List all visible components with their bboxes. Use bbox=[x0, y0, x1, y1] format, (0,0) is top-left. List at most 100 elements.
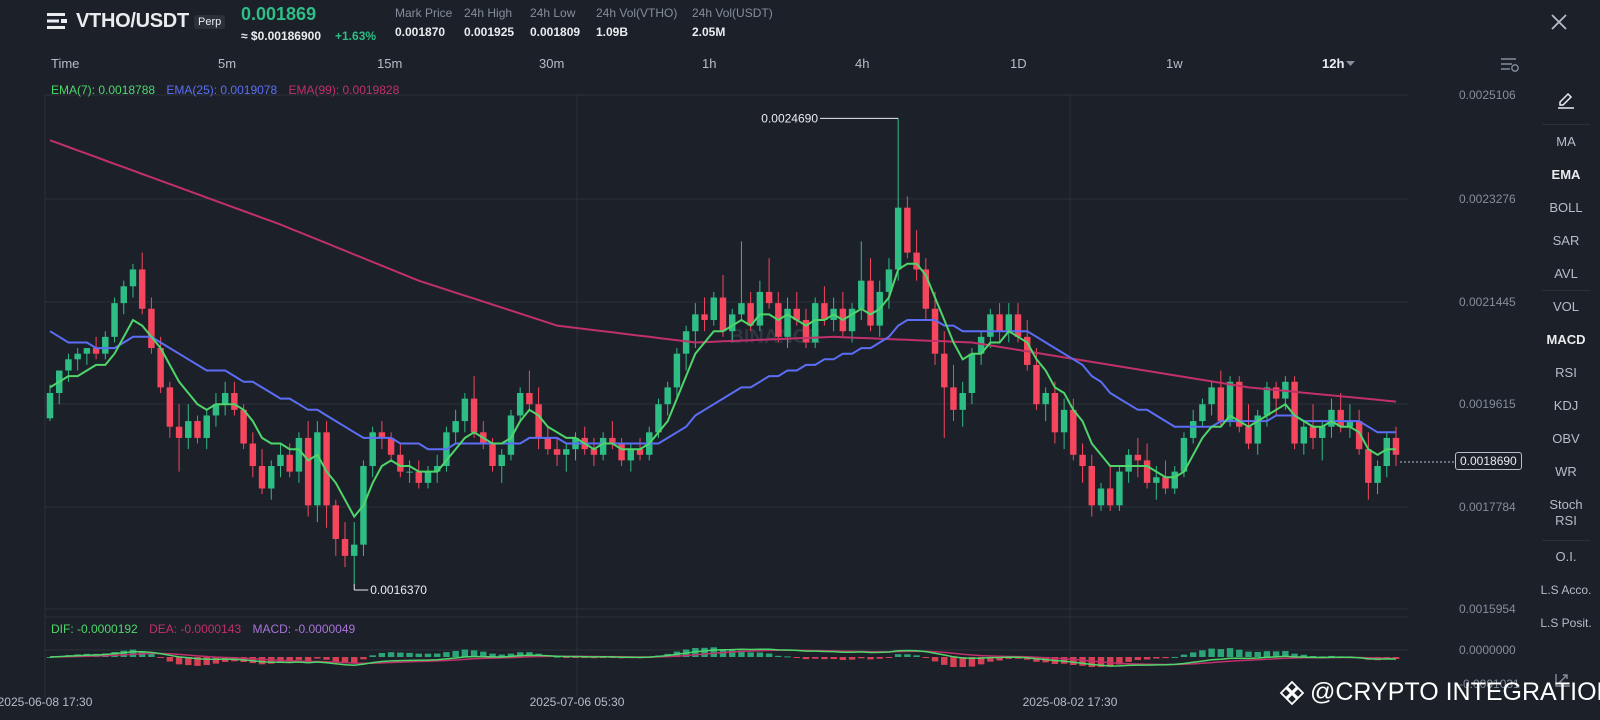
candle-body bbox=[120, 286, 127, 304]
macd-hist-bar bbox=[765, 653, 773, 657]
macd-hist-bar bbox=[775, 655, 782, 657]
stat-label: 24h Vol(USDT) bbox=[692, 6, 773, 20]
indicator-wr[interactable]: WR bbox=[1555, 464, 1577, 479]
pencil-icon[interactable] bbox=[1557, 91, 1575, 109]
candle-body bbox=[655, 404, 662, 433]
macd-hist-bar bbox=[120, 650, 127, 657]
interval-bar: Time 5m 15m 30m 1h 4h 1D 1w 12h bbox=[0, 52, 1520, 76]
chevron-down-icon[interactable] bbox=[1346, 61, 1355, 67]
ema7-label: EMA(7): 0.0018788 bbox=[51, 83, 156, 97]
indicator-boll[interactable]: BOLL bbox=[1549, 200, 1583, 215]
candle-body bbox=[913, 252, 920, 270]
candle-body bbox=[1189, 421, 1197, 438]
candle-body bbox=[433, 466, 441, 472]
candle-body bbox=[1079, 454, 1086, 467]
macd-hist-bar bbox=[784, 656, 791, 658]
indicator-kdj[interactable]: KDJ bbox=[1553, 398, 1579, 413]
macd-hist-bar bbox=[258, 657, 266, 665]
macd-hist-bar bbox=[572, 657, 579, 658]
stat-24h-vol-quote: 24h Vol(USDT) 2.05M bbox=[692, 6, 773, 39]
macd-hist-bar bbox=[867, 657, 874, 660]
candle-body bbox=[1245, 426, 1252, 444]
perp-badge: Perp bbox=[194, 15, 226, 29]
candle-body bbox=[1014, 314, 1022, 337]
close-icon[interactable] bbox=[1550, 13, 1568, 31]
candle-body bbox=[756, 291, 764, 326]
ticker-header: VTHO/USDT Perp 0.001869 ≈ $0.00186900 +1… bbox=[0, 0, 1600, 48]
macd-hist-bar bbox=[1116, 657, 1123, 665]
candle-body bbox=[194, 421, 201, 438]
candle-body bbox=[1328, 409, 1335, 427]
macd-hist-bar bbox=[516, 652, 524, 657]
dea-label: DEA: -0.0000143 bbox=[149, 622, 242, 636]
candle-body bbox=[618, 443, 625, 461]
time-tick-label: 2025-07-06 05:30 bbox=[530, 695, 625, 709]
macd-hist-bar bbox=[1189, 652, 1197, 657]
macd-tick-label: 0.0000000 bbox=[1459, 643, 1516, 657]
candle-body bbox=[1337, 409, 1344, 427]
macd-hist-bar bbox=[1079, 657, 1086, 666]
macd-hist-bar bbox=[977, 657, 985, 665]
candle-body bbox=[1374, 466, 1381, 483]
candle-body bbox=[922, 269, 930, 309]
macd-hist-bar bbox=[922, 657, 930, 658]
interval-15m[interactable]: 15m bbox=[377, 56, 403, 71]
indicator-avl[interactable]: AVL bbox=[1554, 266, 1578, 281]
indicator-ls-positions[interactable]: L.S Posit. bbox=[1540, 616, 1592, 630]
stat-value: 0.001925 bbox=[464, 25, 515, 39]
price-tick-label: 0.0025106 bbox=[1459, 88, 1516, 102]
indicator-ema[interactable]: EMA bbox=[1551, 167, 1581, 182]
candle-body bbox=[848, 308, 856, 332]
indicator-macd[interactable]: MACD bbox=[1546, 332, 1586, 347]
stat-24h-vol-base: 24h Vol(VTHO) 1.09B bbox=[596, 6, 677, 39]
interval-4h[interactable]: 4h bbox=[855, 56, 870, 71]
interval-1h[interactable]: 1h bbox=[702, 56, 717, 71]
chart-settings-icon[interactable] bbox=[1500, 57, 1520, 73]
macd-hist-bar bbox=[185, 657, 192, 666]
candle-body bbox=[609, 437, 616, 444]
indicator-vol[interactable]: VOL bbox=[1552, 299, 1579, 314]
macd-hist-bar bbox=[747, 652, 754, 657]
candle-body bbox=[553, 449, 561, 455]
interval-1d[interactable]: 1D bbox=[1010, 56, 1027, 71]
indicator-ma[interactable]: MA bbox=[1556, 134, 1576, 149]
candle-body bbox=[1365, 449, 1372, 483]
macd-hist-bar bbox=[1245, 651, 1252, 657]
macd-hist-bar bbox=[286, 657, 293, 662]
candle-body bbox=[950, 387, 957, 410]
macd-hist-bar bbox=[830, 657, 837, 660]
candle-body bbox=[987, 314, 994, 337]
stat-mark-price: Mark Price 0.001870 bbox=[395, 6, 452, 39]
indicator-obv[interactable]: OBV bbox=[1552, 431, 1580, 446]
price-tick-label: 0.0015954 bbox=[1459, 602, 1516, 616]
candle-body bbox=[221, 392, 229, 405]
interval-30m[interactable]: 30m bbox=[539, 56, 565, 71]
collapse-icon[interactable] bbox=[1554, 672, 1572, 688]
indicator-rsi[interactable]: RSI bbox=[1555, 365, 1577, 380]
menu-icon[interactable] bbox=[47, 12, 67, 30]
macd-hist-bar bbox=[885, 657, 893, 658]
macd-hist-bar bbox=[507, 653, 515, 657]
macd-hist-bar bbox=[802, 657, 810, 660]
indicator-ls-accounts[interactable]: L.S Acco. bbox=[1540, 583, 1592, 597]
indicator-oi[interactable]: O.I. bbox=[1555, 549, 1577, 564]
macd-hist-bar bbox=[738, 650, 745, 657]
macd-hist-bar bbox=[894, 654, 902, 657]
ema7-line bbox=[49, 262, 1396, 519]
macd-hist-bar bbox=[415, 653, 422, 657]
interval-12h[interactable]: 12h bbox=[1322, 56, 1345, 71]
indicator-stoch-rsi[interactable]: Stoch RSI bbox=[1549, 497, 1583, 528]
candle-body bbox=[941, 353, 948, 388]
interval-5m[interactable]: 5m bbox=[218, 56, 237, 71]
indicator-sar[interactable]: SAR bbox=[1552, 233, 1580, 248]
candle-body bbox=[959, 392, 966, 410]
stat-value: 0.001809 bbox=[530, 25, 581, 39]
candle-body bbox=[1051, 392, 1059, 433]
candle-body bbox=[277, 454, 284, 467]
candle-body bbox=[1263, 387, 1271, 416]
interval-1w[interactable]: 1w bbox=[1166, 56, 1183, 71]
interval-time[interactable]: Time bbox=[51, 56, 80, 71]
pair-name[interactable]: VTHO/USDT bbox=[76, 10, 189, 32]
macd-hist-bar bbox=[553, 656, 561, 658]
